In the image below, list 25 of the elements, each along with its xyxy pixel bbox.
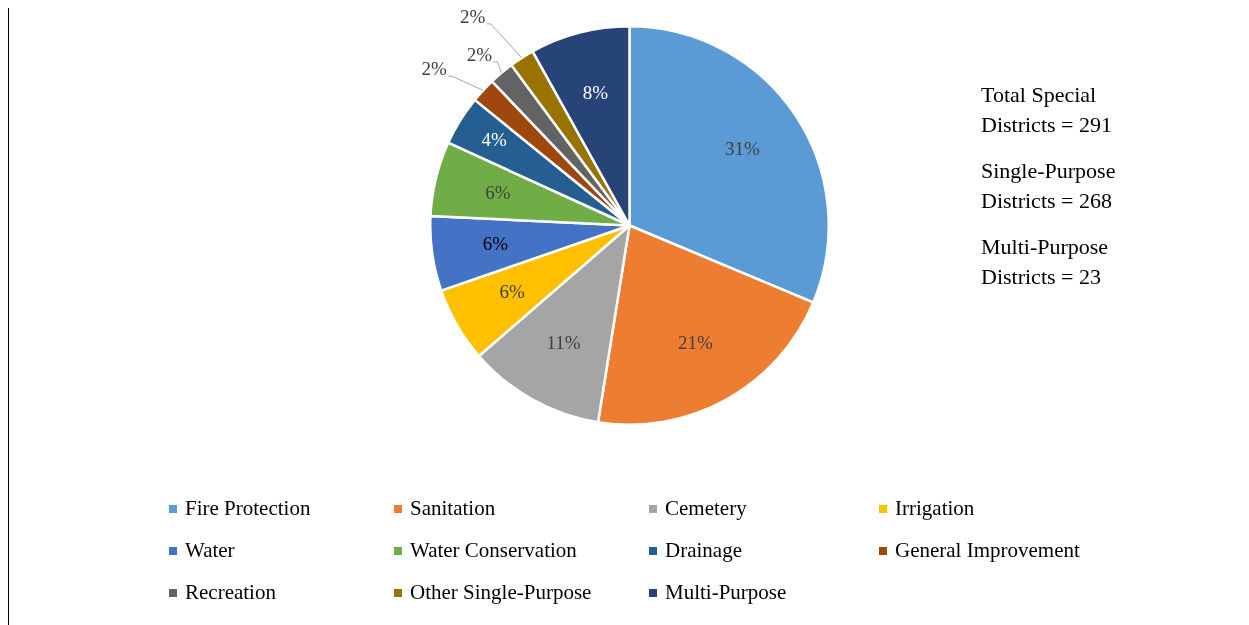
data-label: 11% xyxy=(546,331,581,353)
text: Single-Purpose Districts = 268 xyxy=(981,157,1117,215)
legend-label: Irrigation xyxy=(895,496,975,521)
data-label: 8% xyxy=(582,82,609,104)
data-label: 2% xyxy=(421,58,447,80)
legend-label: Other Single-Purpose xyxy=(410,580,592,605)
data-label: 2% xyxy=(460,5,486,27)
data-label: 31% xyxy=(724,138,760,160)
legend-label: Fire Protection xyxy=(185,496,311,521)
legend-label: Sanitation xyxy=(410,496,496,521)
text: Multi-Purpose Districts = 23 xyxy=(981,233,1110,291)
legend-label: General Improvement xyxy=(895,538,1080,563)
data-label: 6% xyxy=(485,181,511,203)
data-label: 4% xyxy=(481,129,507,151)
data-label: 2% xyxy=(466,43,493,65)
data-label: 6% xyxy=(499,281,525,303)
data-label: 6% xyxy=(482,232,509,254)
text: Total Special Districts = 291 xyxy=(981,81,1113,139)
legend-label: Multi-Purpose xyxy=(665,580,787,605)
data-label: 21% xyxy=(677,331,713,353)
legend-label: Water xyxy=(185,538,235,563)
legend-label: Drainage xyxy=(665,538,742,563)
legend-label: Recreation xyxy=(185,580,276,605)
legend-label: Water Conservation xyxy=(410,538,577,563)
legend-label: Cemetery xyxy=(665,496,747,521)
